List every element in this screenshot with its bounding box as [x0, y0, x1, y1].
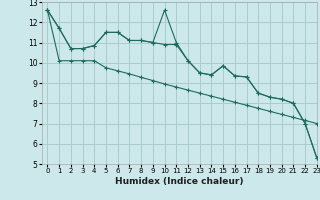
X-axis label: Humidex (Indice chaleur): Humidex (Indice chaleur)	[115, 177, 244, 186]
